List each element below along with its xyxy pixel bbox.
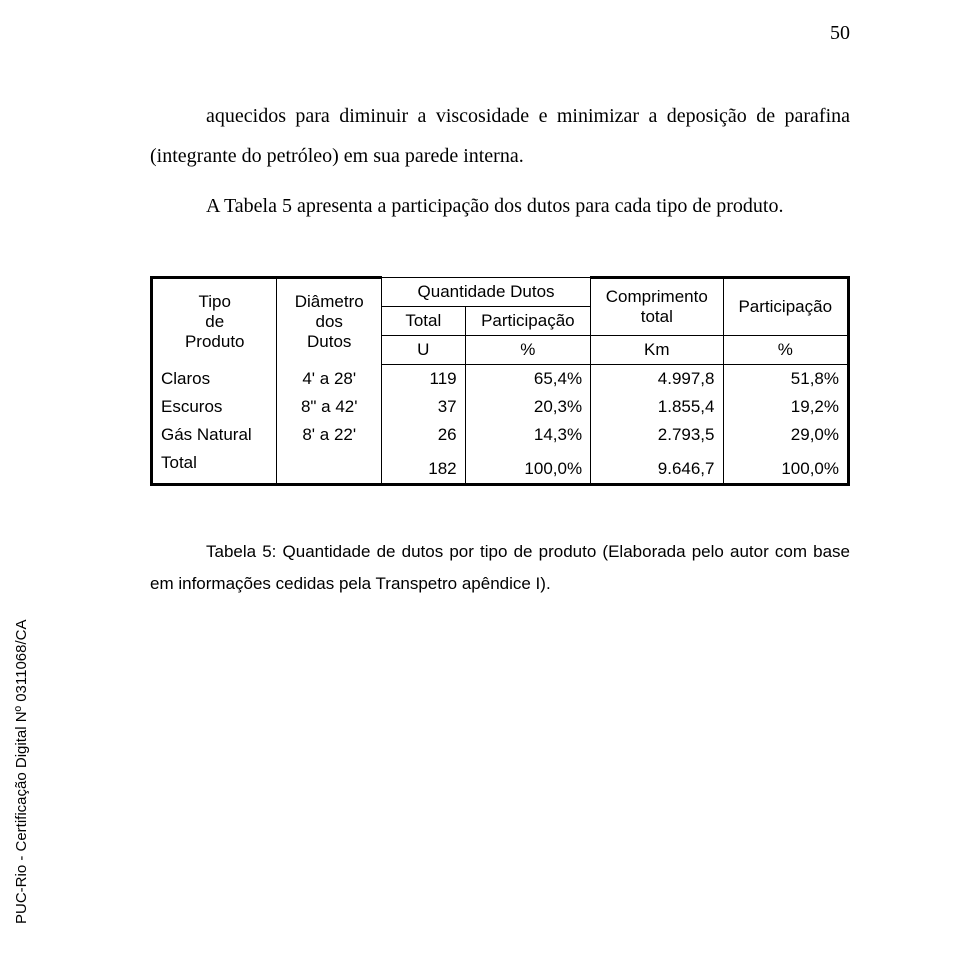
cell-km: 1.855,4 — [591, 393, 723, 421]
cell-part: 14,3% — [465, 421, 590, 449]
th-total: Total — [382, 307, 466, 336]
table-row: Claros 4' a 28' 119 65,4% 4.997,8 51,8% — [152, 365, 849, 394]
page-number: 50 — [830, 22, 850, 45]
paragraph-1: aquecidos para diminuir a viscosidade e … — [150, 96, 850, 176]
cell-total: 119 — [382, 365, 466, 394]
th-comprimento: Comprimento total — [591, 278, 723, 336]
paragraph-2: A Tabela 5 apresenta a participação dos … — [150, 186, 850, 226]
table-row-total: Total 182 100,0% 9.646,7 100,0% — [152, 449, 849, 485]
cell-tipo: Escuros — [152, 393, 277, 421]
cell-part2: 100,0% — [723, 449, 849, 485]
cell-km: 2.793,5 — [591, 421, 723, 449]
cell-diam: 4' a 28' — [277, 365, 382, 394]
cell-tipo: Claros — [152, 365, 277, 394]
th-participacao-right: Participação — [723, 278, 849, 336]
cell-part: 65,4% — [465, 365, 590, 394]
certification-side-text: PUC-Rio - Certificação Digital Nº 031106… — [13, 620, 30, 924]
cell-part2: 51,8% — [723, 365, 849, 394]
cell-total: 182 — [382, 449, 466, 485]
page: 50 aquecidos para diminuir a viscosidade… — [0, 0, 960, 968]
th-km: Km — [591, 336, 723, 365]
cell-km: 9.646,7 — [591, 449, 723, 485]
cell-diam — [277, 449, 382, 485]
cell-total: 37 — [382, 393, 466, 421]
data-table: Tipo de Produto Diâmetro dos Dutos Quant… — [150, 276, 850, 486]
cell-diam: 8" a 42' — [277, 393, 382, 421]
cell-km: 4.997,8 — [591, 365, 723, 394]
cell-diam: 8' a 22' — [277, 421, 382, 449]
cell-part2: 29,0% — [723, 421, 849, 449]
cell-part: 20,3% — [465, 393, 590, 421]
th-tipo: Tipo de Produto — [152, 278, 277, 365]
th-diametro: Diâmetro dos Dutos — [277, 278, 382, 365]
cell-part2: 19,2% — [723, 393, 849, 421]
table-row: Escuros 8" a 42' 37 20,3% 1.855,4 19,2% — [152, 393, 849, 421]
table-wrap: Tipo de Produto Diâmetro dos Dutos Quant… — [150, 276, 850, 486]
th-u: U — [382, 336, 466, 365]
table-caption: Tabela 5: Quantidade de dutos por tipo d… — [150, 536, 850, 601]
cell-tipo: Total — [152, 449, 277, 485]
cell-total: 26 — [382, 421, 466, 449]
th-pct2: % — [723, 336, 849, 365]
th-participacao: Participação — [465, 307, 590, 336]
cell-tipo: Gás Natural — [152, 421, 277, 449]
th-quantidade: Quantidade Dutos — [382, 278, 591, 307]
th-pct: % — [465, 336, 590, 365]
cell-part: 100,0% — [465, 449, 590, 485]
table-row: Gás Natural 8' a 22' 26 14,3% 2.793,5 29… — [152, 421, 849, 449]
body-text: aquecidos para diminuir a viscosidade e … — [150, 96, 850, 226]
